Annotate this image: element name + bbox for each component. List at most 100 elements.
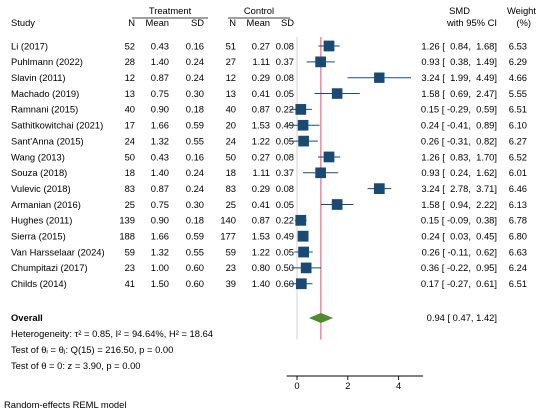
effect-marker — [315, 167, 326, 179]
ci-text: 0.36 [ -0.22, 0.95] — [421, 262, 497, 273]
header-t-mean: Mean — [146, 17, 169, 28]
control-n: 59 — [226, 246, 236, 257]
header-weight: Weight — [507, 5, 536, 16]
x-tick-label: 4 — [396, 380, 401, 391]
control-n: 24 — [226, 135, 236, 146]
header-study: Study — [11, 17, 35, 28]
treatment-mean: 1.50 — [151, 278, 169, 289]
control-n: 23 — [226, 262, 236, 273]
treatment-sd: 0.16 — [186, 40, 204, 51]
effect-marker — [323, 151, 335, 163]
control-mean: 0.27 — [252, 40, 270, 51]
control-sd: 0.08 — [276, 40, 294, 51]
treatment-sd: 0.59 — [186, 231, 204, 242]
treatment-sd: 0.60 — [186, 262, 204, 273]
control-n: 39 — [226, 278, 236, 289]
weight-value: 4.66 — [509, 72, 527, 83]
ci-text: 0.93 [ 0.38, 1.49] — [421, 56, 497, 67]
treatment-n: 83 — [125, 183, 135, 194]
study-name: Slavin (2011) — [11, 72, 66, 83]
treatment-sd: 0.18 — [186, 104, 204, 115]
control-sd: 0.22 — [276, 215, 294, 226]
study-name: Sathitkowitchai (2021) — [11, 120, 103, 131]
effect-marker — [295, 278, 307, 290]
ci-text: 0.17 [ -0.27, 0.61] — [421, 278, 497, 289]
treatment-mean: 0.90 — [151, 215, 169, 226]
treatment-n: 12 — [125, 72, 135, 83]
control-n: 51 — [226, 40, 236, 51]
study-name: Vulevic (2018) — [11, 183, 71, 194]
treatment-sd: 0.16 — [186, 151, 204, 162]
control-sd: 0.49 — [276, 231, 294, 242]
treatment-sd: 0.24 — [186, 167, 204, 178]
header-control: Control — [244, 5, 274, 16]
control-sd: 0.08 — [276, 151, 294, 162]
treatment-mean: 0.90 — [151, 104, 169, 115]
control-mean: 1.40 — [252, 278, 270, 289]
control-n: 20 — [226, 120, 236, 131]
weight-value: 6.27 — [509, 135, 527, 146]
study-name: Sierra (2015) — [11, 231, 66, 242]
control-sd: 0.05 — [276, 199, 294, 210]
effect-marker — [297, 119, 309, 131]
ci-text: 1.58 [ 0.69, 2.47] — [421, 88, 497, 99]
control-sd: 0.60 — [276, 278, 294, 289]
study-rows: Li (2017) 52 0.43 0.16 51 0.27 0.08 1.26 [ 0.84… — [11, 40, 527, 289]
control-sd: 0.08 — [276, 72, 294, 83]
control-n: 27 — [226, 56, 236, 67]
control-sd: 0.05 — [276, 246, 294, 257]
study-name: Chumpitazi (2017) — [11, 262, 88, 273]
control-mean: 0.29 — [252, 72, 270, 83]
treatment-sd: 0.30 — [186, 199, 204, 210]
treatment-mean: 1.66 — [151, 231, 169, 242]
overall-diamond — [308, 313, 334, 323]
study-name: Machado (2019) — [11, 88, 79, 99]
ci-text: 0.15 [ -0.29, 0.59] — [421, 104, 497, 115]
header-smd: SMD — [449, 5, 470, 16]
heterogeneity-text: Heterogeneity: τ² = 0.85, I² = 94.64%, H… — [11, 328, 213, 339]
header-c-sd: SD — [281, 17, 294, 28]
effect-marker — [297, 230, 309, 242]
overall-label: Overall — [11, 312, 43, 323]
treatment-sd: 0.55 — [186, 246, 204, 257]
ci-text: 0.24 [ 0.03, 0.45] — [421, 231, 497, 242]
treatment-mean: 0.75 — [151, 199, 169, 210]
homogeneity-test-text: Test of θᵢ = θⱼ: Q(15) = 216.50, p = 0.0… — [11, 344, 173, 355]
effect-marker — [300, 262, 312, 274]
treatment-sd: 0.18 — [186, 215, 204, 226]
study-name: Armanian (2016) — [11, 199, 81, 210]
control-mean: 1.11 — [252, 56, 270, 67]
control-mean: 1.53 — [252, 231, 270, 242]
control-mean: 0.87 — [252, 104, 270, 115]
control-sd: 0.08 — [276, 183, 294, 194]
treatment-mean: 1.40 — [151, 56, 169, 67]
header-ci: with 95% CI — [446, 17, 497, 28]
effect-marker — [298, 246, 309, 258]
control-mean: 1.22 — [252, 246, 270, 257]
treatment-sd: 0.60 — [186, 278, 204, 289]
treatment-mean: 0.75 — [151, 88, 169, 99]
control-n: 13 — [226, 88, 236, 99]
ci-text: 3.24 [ 2.78, 3.71] — [421, 183, 497, 194]
effect-marker — [295, 104, 307, 115]
study-name: Souza (2018) — [11, 167, 67, 178]
control-mean: 1.22 — [252, 135, 270, 146]
effect-marker — [295, 214, 307, 226]
study-name: Wang (2013) — [11, 151, 65, 162]
header-c-n: N — [229, 17, 236, 28]
ci-text: 0.26 [ -0.11, 0.62] — [422, 246, 497, 257]
control-mean: 1.53 — [252, 120, 270, 131]
control-sd: 0.37 — [276, 56, 294, 67]
control-mean: 0.80 — [252, 262, 270, 273]
treatment-n: 40 — [125, 104, 135, 115]
weight-value: 6.51 — [509, 104, 527, 115]
plot-marks: 0 2 4 — [286, 37, 423, 391]
treatment-n: 24 — [125, 135, 135, 146]
treatment-sd: 0.24 — [186, 72, 204, 83]
control-n: 83 — [226, 183, 236, 194]
ci-text: 0.24 [ -0.41, 0.89] — [421, 120, 497, 131]
weight-value: 6.01 — [509, 167, 527, 178]
effect-marker — [315, 56, 326, 68]
control-n: 12 — [226, 72, 236, 83]
